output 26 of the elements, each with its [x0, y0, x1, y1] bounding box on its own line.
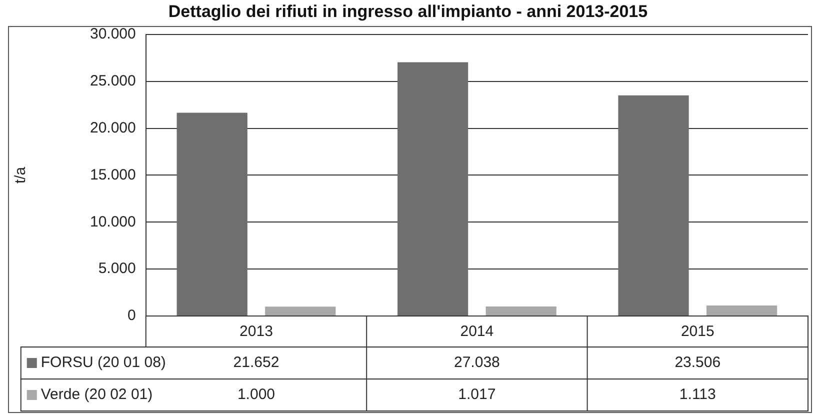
y-tick-label: 10.000	[90, 213, 136, 230]
legend-label: Verde (20 02 01)	[40, 386, 153, 404]
chart-title: Dettaglio dei rifiuti in ingresso all'impianto - anni 2013-2015	[168, 2, 648, 21]
data-label: 27.038	[454, 354, 500, 372]
data-label: 1.000	[237, 386, 276, 404]
legend-label: FORSU (20 01 08)	[40, 354, 166, 372]
bar	[618, 95, 689, 316]
y-tick-label: 30.000	[90, 26, 136, 43]
bar	[265, 306, 336, 316]
bar	[706, 306, 778, 316]
y-tick-label: 0	[128, 307, 136, 324]
y-tick-label: 15.000	[90, 166, 136, 184]
y-tick-label: 25.000	[90, 72, 136, 90]
y-tick-label: 20.000	[90, 119, 136, 136]
bar	[486, 306, 556, 316]
data-label: 1.017	[458, 386, 496, 404]
y-tick-label: 5.000	[98, 260, 136, 278]
bar	[397, 62, 468, 316]
x-tick-label: 2015	[680, 323, 714, 340]
data-label: 23.506	[674, 354, 721, 372]
x-tick-label: 2013	[240, 323, 273, 340]
data-label: 1.113	[679, 386, 716, 404]
x-tick-label: 2014	[460, 323, 494, 340]
y-axis-title: t/a	[12, 166, 30, 184]
data-label: 21.652	[233, 354, 280, 372]
bar	[176, 112, 248, 316]
